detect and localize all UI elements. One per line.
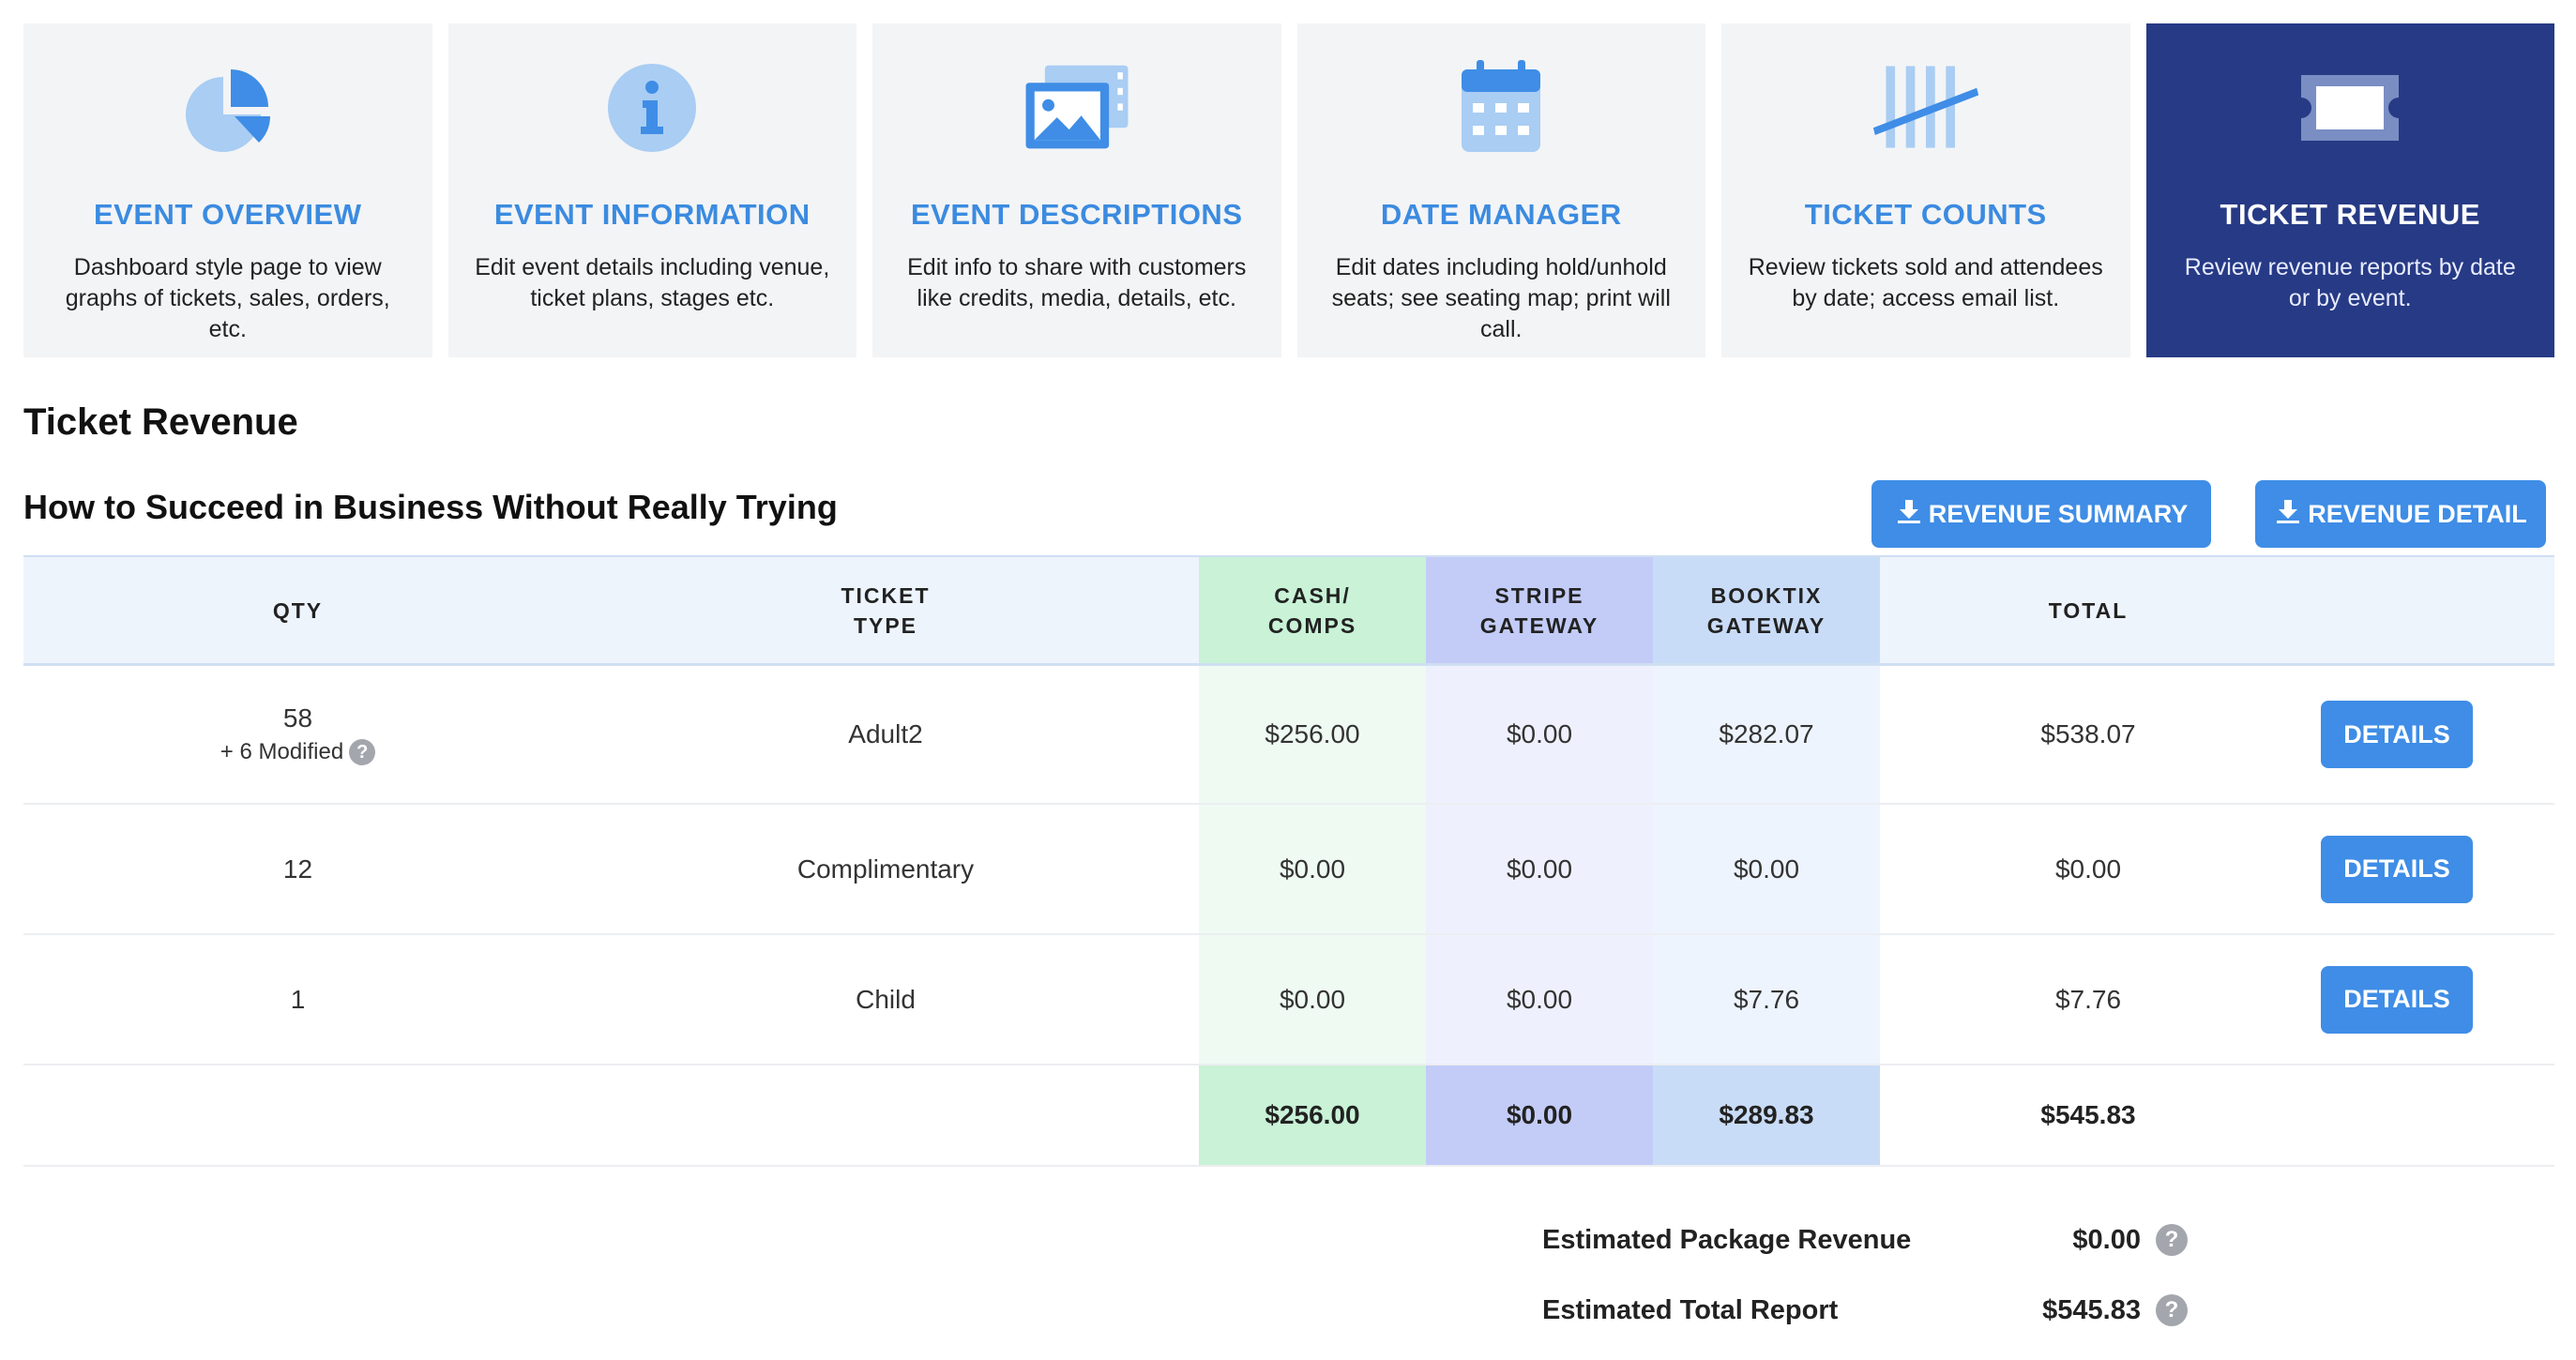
calendar-icon — [1445, 52, 1557, 164]
help-icon[interactable]: ? — [2156, 1294, 2188, 1326]
total-value: $7.76 — [2054, 984, 2122, 1014]
package-revenue-value: $0.00 — [2072, 1224, 2141, 1255]
card-title: TICKET COUNTS — [1804, 198, 2047, 231]
card-date-manager[interactable]: DATE MANAGER Edit dates including hold/u… — [1296, 23, 1705, 357]
booktix-value: $0.00 — [1653, 805, 1880, 933]
card-ticket-counts[interactable]: TICKET COUNTS Review tickets sold and at… — [1721, 23, 2130, 357]
card-event-information[interactable]: EVENT INFORMATION Edit event details inc… — [447, 23, 856, 357]
total-booktix: $289.83 — [1653, 1065, 1880, 1165]
qty-value: 58 — [282, 703, 313, 733]
ticket-icon — [2294, 52, 2406, 164]
revenue-summary-button[interactable]: REVENUE SUMMARY — [1871, 480, 2211, 548]
card-ticket-revenue[interactable]: TICKET REVENUE Review revenue reports by… — [2145, 23, 2554, 357]
download-icon — [1895, 497, 1923, 532]
card-title: DATE MANAGER — [1380, 198, 1622, 231]
stripe-value: $0.00 — [1426, 805, 1653, 933]
table-row: 1 Child $0.00 $0.00 $7.76 $7.76 DETAILS — [23, 935, 2554, 1065]
ticket-type: Complimentary — [796, 854, 975, 884]
card-title: EVENT OVERVIEW — [94, 198, 362, 231]
pie-chart-icon — [172, 52, 284, 164]
event-name: How to Succeed in Business Without Reall… — [23, 488, 838, 526]
revenue-detail-button[interactable]: REVENUE DETAIL — [2255, 480, 2546, 548]
header-stripe-gateway: STRIPE GATEWAY — [1426, 557, 1653, 663]
cash-comps-value: $0.00 — [1199, 935, 1426, 1064]
details-button[interactable]: DETAILS — [2321, 965, 2473, 1034]
package-revenue-label: Estimated Package Revenue — [1542, 1224, 1912, 1255]
download-icon — [2274, 497, 2302, 532]
card-title: EVENT DESCRIPTIONS — [911, 198, 1243, 231]
details-button[interactable]: DETAILS — [2321, 701, 2473, 768]
card-description: Review revenue reports by date or by eve… — [2184, 254, 2516, 311]
booktix-value: $7.76 — [1653, 935, 1880, 1064]
cash-comps-value: $0.00 — [1199, 805, 1426, 933]
card-event-overview[interactable]: EVENT OVERVIEW Dashboard style page to v… — [23, 23, 432, 357]
header-ticket-type: TICKET TYPE — [841, 582, 931, 638]
table-header: QTY TICKET TYPE CASH/COMPS STRIPE GATEWAY … — [23, 555, 2554, 666]
grand-total: $545.83 — [2040, 1100, 2136, 1129]
card-event-descriptions[interactable]: EVENT DESCRIPTIONS Edit info to share wi… — [872, 23, 1281, 357]
revenue-table: QTY TICKET TYPE CASH/COMPS STRIPE GATEWAY … — [23, 555, 2554, 1167]
tally-icon — [1870, 52, 1982, 164]
header-qty: QTY — [272, 597, 324, 623]
qty-value: 1 — [290, 984, 306, 1014]
card-description: Dashboard style page to view graphs of t… — [65, 254, 390, 342]
ticket-type: Adult2 — [848, 719, 923, 748]
table-row: 58 + 6 Modified ? Adult2 $256.00 $0.00 $… — [23, 666, 2554, 805]
card-description: Review tickets sold and attendees by dat… — [1748, 254, 2103, 311]
qty-value: 12 — [282, 854, 313, 884]
page-title: Ticket Revenue — [23, 401, 298, 443]
total-value: $538.07 — [2040, 719, 2136, 748]
card-description: Edit info to share with customers like c… — [907, 254, 1247, 311]
card-description: Edit event details including venue, tick… — [475, 254, 830, 311]
revenue-detail-label: REVENUE DETAIL — [2308, 499, 2527, 528]
total-cash-comps: $256.00 — [1199, 1065, 1426, 1165]
ticket-type: Child — [856, 984, 916, 1014]
stripe-value: $0.00 — [1426, 935, 1653, 1064]
header-cash-comps: CASH/COMPS — [1199, 557, 1426, 663]
stripe-value: $0.00 — [1426, 666, 1653, 803]
card-title: EVENT INFORMATION — [493, 198, 811, 231]
booktix-value: $282.07 — [1653, 666, 1880, 803]
image-gallery-icon — [1021, 52, 1133, 164]
help-icon[interactable]: ? — [349, 739, 376, 765]
details-button[interactable]: DETAILS — [2321, 835, 2473, 903]
total-stripe: $0.00 — [1426, 1065, 1653, 1165]
estimated-total-report: Estimated Total Report $545.83 ? — [1542, 1290, 2199, 1331]
estimated-package-revenue: Estimated Package Revenue $0.00 ? — [1542, 1219, 2199, 1261]
header-booktix-gateway: BOOKTIX GATEWAY — [1653, 557, 1880, 663]
nav-cards: EVENT OVERVIEW Dashboard style page to v… — [23, 23, 2554, 357]
revenue-summary-label: REVENUE SUMMARY — [1928, 499, 2189, 528]
header-total: TOTAL — [2048, 597, 2129, 623]
qty-modified: + 6 Modified ? — [220, 739, 376, 765]
total-report-value: $545.83 — [2042, 1294, 2141, 1325]
total-report-label: Estimated Total Report — [1542, 1294, 1839, 1325]
total-value: $0.00 — [2054, 854, 2122, 884]
table-row: 12 Complimentary $0.00 $0.00 $0.00 $0.00… — [23, 805, 2554, 935]
card-description: Edit dates including hold/unhold seats; … — [1331, 254, 1671, 342]
help-icon[interactable]: ? — [2156, 1224, 2188, 1256]
totals-row: $256.00 $0.00 $289.83 $545.83 — [23, 1065, 2554, 1167]
card-title: TICKET REVENUE — [2220, 198, 2480, 231]
cash-comps-value: $256.00 — [1199, 666, 1426, 803]
info-icon — [596, 52, 708, 164]
header-actions — [2296, 557, 2554, 663]
